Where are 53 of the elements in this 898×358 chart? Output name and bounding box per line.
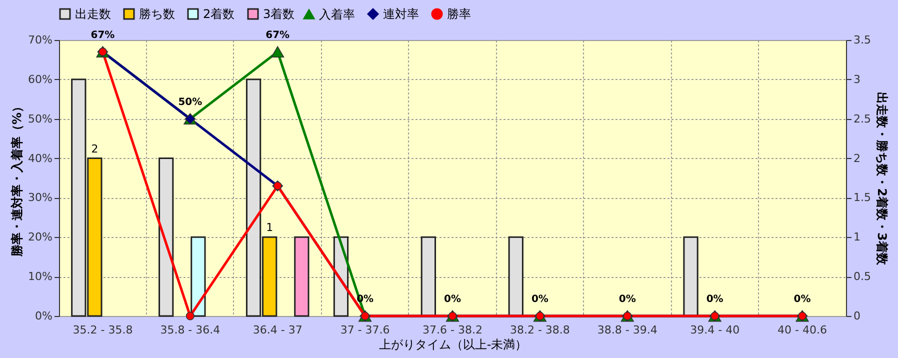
x-tick-label: 38.8 - 39.4 xyxy=(597,324,658,336)
legend-label: 入着率 xyxy=(319,7,355,22)
data-label: 0% xyxy=(444,294,461,305)
y2-tick-label: 1 xyxy=(854,230,860,244)
bar xyxy=(683,236,698,317)
y2-tick-label: 1.5 xyxy=(854,191,871,204)
data-label: 50% xyxy=(178,96,202,108)
legend-label: 勝率 xyxy=(447,7,471,21)
bar xyxy=(158,158,174,317)
y2-tick-label: 3 xyxy=(854,72,860,86)
y-tick-label: 60% xyxy=(28,72,52,86)
data-label: 0% xyxy=(531,294,548,305)
y-tick-label: 70% xyxy=(28,34,52,46)
y-tick-label: 50% xyxy=(28,112,52,126)
x-axis-title: 上がりタイム（以上-未満） xyxy=(378,338,528,352)
y2-tick-label: 2.5 xyxy=(854,112,871,126)
bar xyxy=(190,236,206,317)
data-label: 67% xyxy=(266,30,290,41)
bar xyxy=(294,236,310,317)
y2-tick-label: 0 xyxy=(854,310,860,322)
data-label: 0% xyxy=(794,294,811,305)
y2-tick-label: 0.5 xyxy=(854,270,871,284)
point xyxy=(271,46,284,58)
legend-label: 連対率 xyxy=(383,7,419,21)
data-label: 1 xyxy=(266,221,274,234)
legend-label: 2着数 xyxy=(203,7,235,21)
legend-label: 出走数 xyxy=(75,7,111,21)
y-axis-title: 勝率・連対率・入着率（%） xyxy=(10,100,24,258)
y2-axis-title: 出走数・勝ち数・2着数・3着数 xyxy=(874,92,889,266)
legend-label: 3着数 xyxy=(263,7,295,21)
x-tick-label: 35.8 - 36.4 xyxy=(160,324,220,336)
y2-tick-label: 2 xyxy=(854,152,860,165)
x-tick-label: 40 - 40.6 xyxy=(778,324,828,336)
y-tick-label: 30% xyxy=(28,191,52,204)
x-tick-label: 35.2 - 35.8 xyxy=(72,324,133,336)
y-tick-label: 20% xyxy=(28,230,52,244)
x-tick-label: 36.4 - 37 xyxy=(252,324,302,336)
legend-label: 勝ち数 xyxy=(139,7,175,21)
y-tick-label: 0% xyxy=(35,310,52,322)
y-tick-label: 10% xyxy=(28,270,52,284)
bar xyxy=(420,236,436,317)
bar xyxy=(508,236,524,317)
x-tick-label: 38.2 - 38.8 xyxy=(510,324,570,336)
data-label: 0% xyxy=(618,294,636,305)
x-tick-label: 39.4 - 40 xyxy=(690,324,740,336)
y-tick-label: 40% xyxy=(28,152,52,165)
data-label: 0% xyxy=(706,294,724,305)
x-tick-label: 37.6 - 38.2 xyxy=(422,324,482,336)
data-label: 2 xyxy=(91,142,98,156)
x-tick-label: 37 - 37.6 xyxy=(340,324,390,336)
y2-tick-label: 3.5 xyxy=(854,34,871,46)
point xyxy=(186,312,194,320)
data-label: 67% xyxy=(90,30,115,41)
